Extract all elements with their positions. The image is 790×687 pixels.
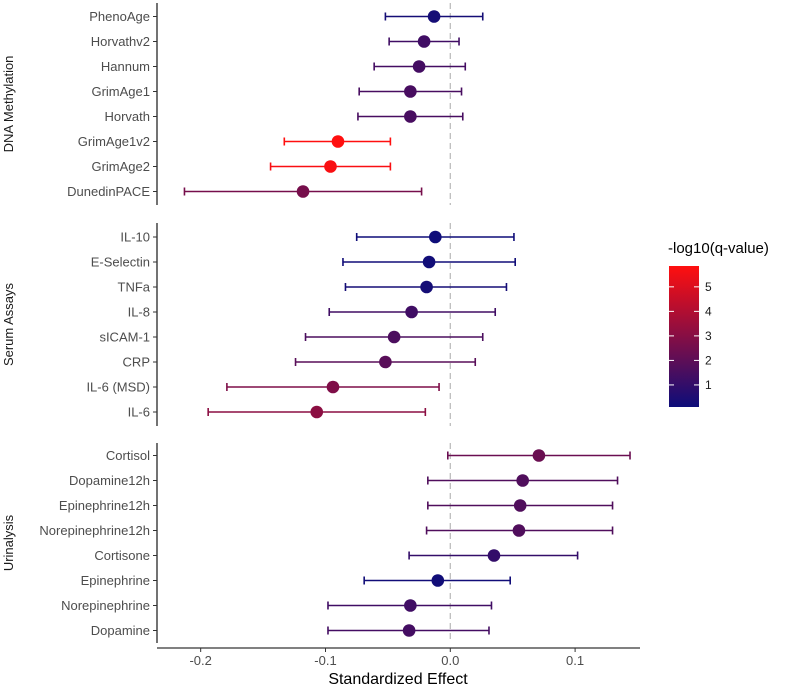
y-tick-label: GrimAge2 [91, 159, 150, 174]
facet-panels: DNA Methylation PhenoAge Horvathv2 Hannum Gr… [1, 3, 631, 643]
point-estimate [412, 60, 426, 73]
y-tick-label: Epinephrine12h [59, 498, 150, 513]
point-estimate [487, 549, 501, 562]
y-tick-label: DunedinPACE [67, 184, 150, 199]
point-estimate [427, 10, 441, 23]
point-estimate [431, 574, 445, 587]
legend-tick-label: 1 [705, 378, 712, 392]
y-tick-label: E-Selectin [91, 255, 150, 270]
facet-label: DNA Methylation [1, 56, 16, 153]
y-tick-label: Norepinephrine12h [39, 523, 150, 538]
legend-title: -log10(q-value) [668, 240, 769, 257]
y-tick-label: Horvath [104, 109, 150, 124]
y-tick-label: GrimAge1 [91, 84, 150, 99]
color-legend: -log10(q-value) 1 2 3 4 5 [668, 240, 769, 407]
point-estimate [324, 160, 337, 173]
point-estimate [310, 405, 324, 419]
point-estimate [513, 499, 527, 512]
point-estimate [404, 85, 417, 98]
point-estimate [404, 599, 417, 612]
point-estimate [404, 110, 417, 123]
facet-panel: Urinalysis Cortisol Dopamine12h Epinephrine… [1, 443, 631, 643]
y-tick-label: Dopamine [91, 623, 150, 638]
y-tick-label: PhenoAge [89, 9, 150, 24]
point-estimate [379, 355, 392, 369]
facet-label: Serum Assays [1, 282, 16, 366]
x-tick-label: -0.2 [189, 653, 211, 668]
legend-tick-label: 2 [705, 353, 712, 367]
point-estimate [387, 330, 401, 344]
legend-tick-label: 4 [705, 304, 712, 318]
x-tick-label: 0.0 [441, 653, 459, 668]
legend-colorbar [669, 266, 699, 407]
legend-ticks: 1 2 3 4 5 [669, 280, 712, 392]
facet-panel: Serum Assays IL-10 E-Selectin TNFa IL-8 sICAM… [1, 223, 516, 426]
point-estimate [326, 380, 340, 394]
point-estimate [532, 449, 546, 462]
legend-tick-label: 5 [705, 280, 712, 294]
y-tick-label: IL-6 (MSD) [86, 380, 150, 395]
y-tick-label: Norepinephrine [61, 598, 150, 613]
point-estimate [420, 280, 433, 294]
facet-panel: DNA Methylation PhenoAge Horvathv2 Hannum Gr… [1, 3, 484, 205]
point-estimate [516, 474, 529, 487]
y-tick-label: Horvathv2 [91, 34, 150, 49]
y-tick-label: Cortisone [94, 548, 150, 563]
y-tick-label: IL-8 [128, 305, 150, 320]
x-tick-label: 0.1 [566, 653, 584, 668]
y-tick-label: IL-6 [128, 405, 150, 420]
legend-tick-label: 3 [705, 329, 712, 343]
x-axis-title: Standardized Effect [328, 671, 468, 687]
point-estimate [296, 185, 310, 198]
point-estimate [402, 624, 416, 637]
facet-label: Urinalysis [1, 514, 16, 571]
y-tick-label: Cortisol [106, 448, 150, 463]
y-tick-label: Epinephrine [81, 573, 150, 588]
point-estimate [405, 305, 418, 319]
y-tick-label: TNFa [118, 280, 151, 295]
point-estimate [429, 230, 442, 244]
x-tick-label: -0.1 [314, 653, 336, 668]
point-estimate [417, 35, 431, 48]
y-tick-label: CRP [123, 355, 150, 370]
y-tick-label: IL-10 [120, 230, 150, 245]
point-estimate [422, 255, 436, 269]
y-tick-label: Hannum [101, 59, 150, 74]
y-tick-label: GrimAge1v2 [78, 134, 150, 149]
point-estimate [512, 524, 526, 537]
x-axis: -0.2 -0.1 0.0 0.1 [157, 647, 640, 668]
y-tick-label: sICAM-1 [99, 330, 150, 345]
point-estimate [331, 135, 345, 148]
y-tick-label: Dopamine12h [69, 473, 150, 488]
